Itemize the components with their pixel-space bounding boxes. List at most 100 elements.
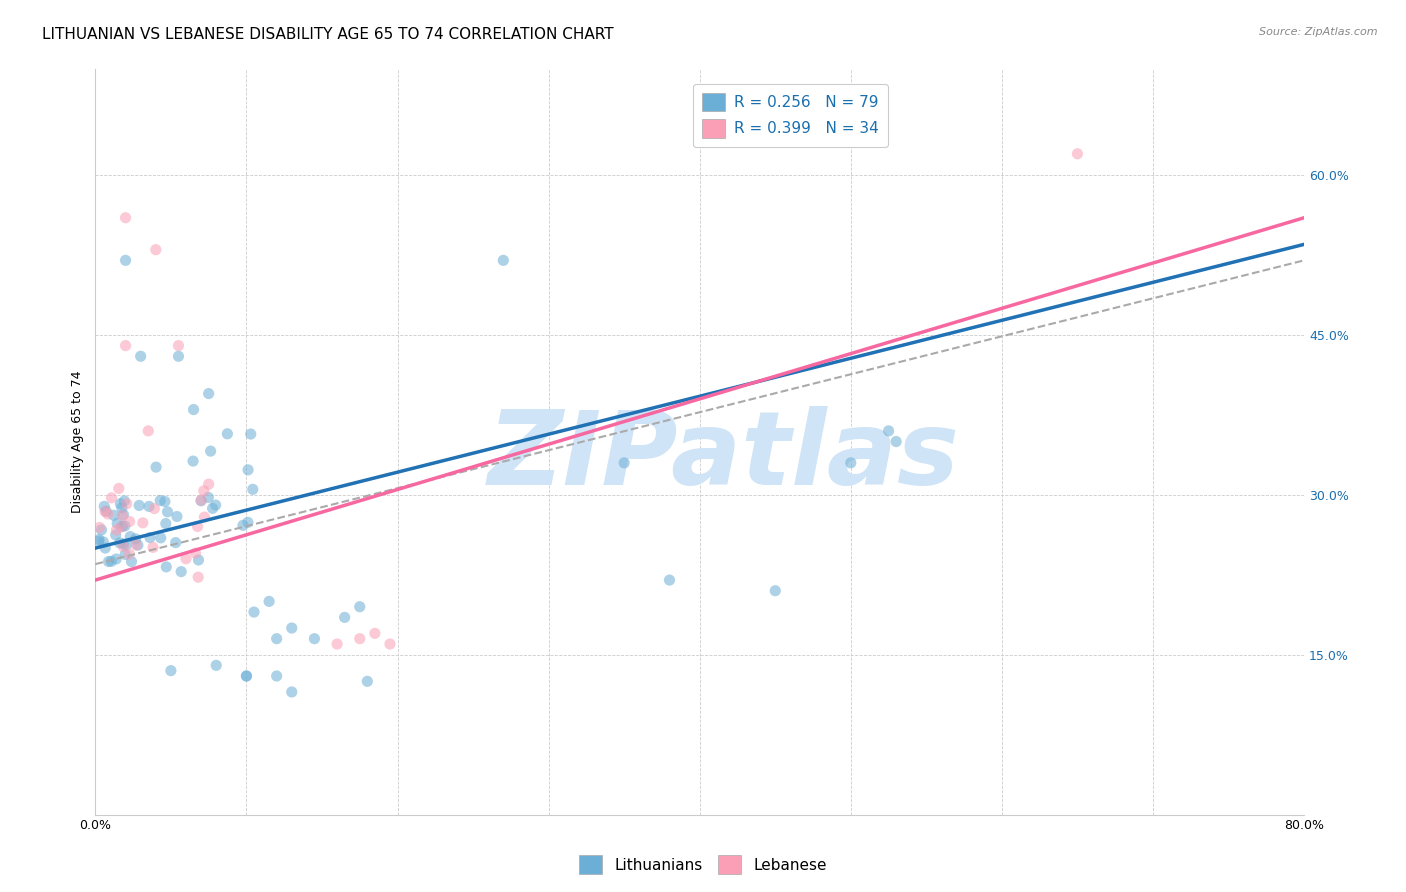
Point xyxy=(356,674,378,689)
Point xyxy=(103,508,125,523)
Point xyxy=(190,493,212,508)
Point xyxy=(121,555,143,569)
Point xyxy=(281,685,304,699)
Point xyxy=(127,538,149,552)
Point xyxy=(364,626,387,640)
Point xyxy=(89,520,111,534)
Point xyxy=(197,491,219,505)
Point xyxy=(184,546,207,560)
Point xyxy=(145,460,167,475)
Point xyxy=(136,424,159,438)
Point xyxy=(181,454,204,468)
Point xyxy=(100,491,122,505)
Point xyxy=(114,548,136,562)
Point xyxy=(114,519,136,533)
Point xyxy=(94,541,117,555)
Point xyxy=(112,494,135,508)
Point xyxy=(118,547,141,561)
Point xyxy=(349,599,371,614)
Point xyxy=(97,555,120,569)
Point xyxy=(232,518,254,533)
Point xyxy=(763,583,786,598)
Point xyxy=(125,538,148,552)
Point xyxy=(115,497,138,511)
Point xyxy=(112,537,135,551)
Point xyxy=(111,508,134,523)
Point xyxy=(884,434,907,449)
Point xyxy=(97,507,120,521)
Point xyxy=(326,637,349,651)
Point xyxy=(156,505,179,519)
Point xyxy=(90,523,112,537)
Point xyxy=(114,253,136,268)
Point xyxy=(138,500,160,514)
Y-axis label: Disability Age 65 to 74: Disability Age 65 to 74 xyxy=(72,370,84,513)
Point xyxy=(257,594,280,608)
Point xyxy=(165,535,187,549)
Point xyxy=(174,551,197,566)
Point xyxy=(112,508,135,522)
Point xyxy=(197,477,219,491)
Point xyxy=(205,658,228,673)
Point xyxy=(187,570,209,584)
Point xyxy=(190,493,212,508)
Point xyxy=(217,426,239,441)
Point xyxy=(108,482,131,496)
Point xyxy=(100,554,122,568)
Point xyxy=(235,669,257,683)
Point xyxy=(349,632,371,646)
Point xyxy=(201,501,224,516)
Point xyxy=(114,211,136,225)
Point xyxy=(108,536,131,550)
Point xyxy=(193,483,215,498)
Point xyxy=(266,632,288,646)
Point xyxy=(197,386,219,401)
Point xyxy=(111,519,134,533)
Point xyxy=(128,499,150,513)
Point xyxy=(155,516,177,531)
Point xyxy=(239,427,262,442)
Point xyxy=(111,500,134,515)
Point xyxy=(187,519,209,533)
Point xyxy=(132,516,155,530)
Point xyxy=(242,483,264,497)
Text: ZIPatlas: ZIPatlas xyxy=(488,406,960,507)
Point xyxy=(87,534,110,549)
Point xyxy=(143,501,166,516)
Point xyxy=(155,560,177,574)
Point xyxy=(1066,146,1088,161)
Point xyxy=(166,509,188,524)
Point xyxy=(167,349,190,363)
Point xyxy=(153,494,176,508)
Point xyxy=(304,632,326,646)
Point xyxy=(110,520,132,534)
Point xyxy=(93,500,115,514)
Point xyxy=(236,516,259,530)
Point xyxy=(105,516,128,531)
Point xyxy=(149,493,172,508)
Point xyxy=(193,510,215,524)
Point xyxy=(658,573,681,587)
Point xyxy=(281,621,304,635)
Point xyxy=(200,444,222,458)
Point xyxy=(613,456,636,470)
Point xyxy=(120,530,142,544)
Point xyxy=(91,535,114,549)
Point xyxy=(243,605,266,619)
Point xyxy=(139,531,162,545)
Point xyxy=(149,531,172,545)
Legend: Lithuanians, Lebanese: Lithuanians, Lebanese xyxy=(574,849,832,880)
Point xyxy=(333,610,356,624)
Point xyxy=(839,456,862,470)
Point xyxy=(492,253,515,268)
Text: LITHUANIAN VS LEBANESE DISABILITY AGE 65 TO 74 CORRELATION CHART: LITHUANIAN VS LEBANESE DISABILITY AGE 65… xyxy=(42,27,614,42)
Point xyxy=(183,402,205,417)
Point xyxy=(236,463,259,477)
Point xyxy=(167,338,190,352)
Point xyxy=(204,498,226,512)
Point xyxy=(187,553,209,567)
Point xyxy=(129,349,152,363)
Legend: R = 0.256   N = 79, R = 0.399   N = 34: R = 0.256 N = 79, R = 0.399 N = 34 xyxy=(693,84,889,147)
Point xyxy=(118,515,141,529)
Point xyxy=(266,669,288,683)
